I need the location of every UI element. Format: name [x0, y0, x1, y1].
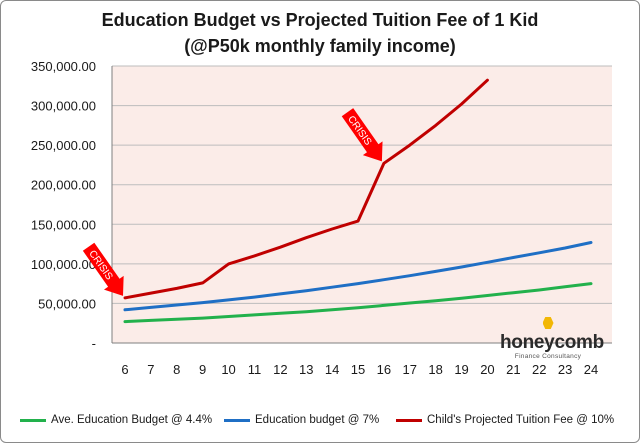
chart-subtitle: (@P50k monthly family income) [184, 36, 456, 56]
legend-swatch [224, 418, 250, 422]
x-tick-label: 11 [248, 362, 262, 377]
y-tick-label: 300,000.00 [31, 99, 96, 114]
legend-label: Ave. Education Budget @ 4.4% [51, 414, 213, 426]
x-tick-label: 13 [299, 362, 313, 377]
legend-label: Child's Projected Tuition Fee @ 10% [427, 414, 615, 426]
y-tick-label: - [92, 336, 96, 351]
series-line-2 [123, 78, 489, 300]
hexagon-icon [542, 317, 554, 329]
legend-label: Education budget @ 7% [255, 414, 380, 426]
logo-word: honeycomb [500, 313, 604, 353]
chart-title: Education Budget vs Projected Tuition Fe… [101, 10, 539, 30]
x-tick-label: 24 [584, 362, 598, 377]
series-line-0 [123, 282, 593, 324]
x-tick-label: 12 [273, 362, 287, 377]
legend-item-tuition-10: Child's Projected Tuition Fee @ 10% [396, 414, 614, 426]
logo-tagline: Finance Consultancy [514, 353, 582, 360]
logo-word-text: honeycomb [500, 332, 604, 353]
x-tick-label: 8 [173, 362, 180, 377]
x-tick-label: 14 [325, 362, 339, 377]
y-tick-label: 250,000.00 [31, 138, 96, 153]
crisis-arrow-shape [82, 242, 124, 296]
x-tick-label: 20 [480, 362, 494, 377]
y-tick-label: 50,000.00 [38, 296, 96, 311]
plot-area [112, 66, 612, 343]
x-tick-label: 22 [532, 362, 546, 377]
y-tick-label: 200,000.00 [31, 178, 96, 193]
x-tick-label: 15 [351, 362, 365, 377]
legend-item-budget-7: Education budget @ 7% [224, 414, 379, 426]
honeycomb-logo: honeycomb Finance Consultancy [500, 313, 604, 360]
y-tick-label: 350,000.00 [31, 59, 96, 74]
x-tick-label: 19 [454, 362, 468, 377]
x-tick-label: 6 [121, 362, 128, 377]
y-tick-label: 100,000.00 [31, 257, 96, 272]
x-tick-label: 10 [221, 362, 235, 377]
x-tick-label: 18 [428, 362, 442, 377]
x-tick-label: 9 [199, 362, 206, 377]
legend-swatch [396, 418, 422, 422]
x-tick-label: 23 [558, 362, 572, 377]
x-tick-label: 21 [506, 362, 520, 377]
legend-item-budget-4-4: Ave. Education Budget @ 4.4% [20, 414, 212, 426]
x-tick-label: 16 [377, 362, 391, 377]
series-line-1 [123, 241, 593, 312]
y-tick-label: 150,000.00 [31, 217, 96, 232]
x-tick-label: 7 [147, 362, 154, 377]
crisis-arrow-shape [341, 108, 383, 162]
chart-legend: Ave. Education Budget @ 4.4% Education b… [0, 410, 640, 434]
x-tick-label: 17 [403, 362, 417, 377]
legend-swatch [20, 418, 46, 422]
